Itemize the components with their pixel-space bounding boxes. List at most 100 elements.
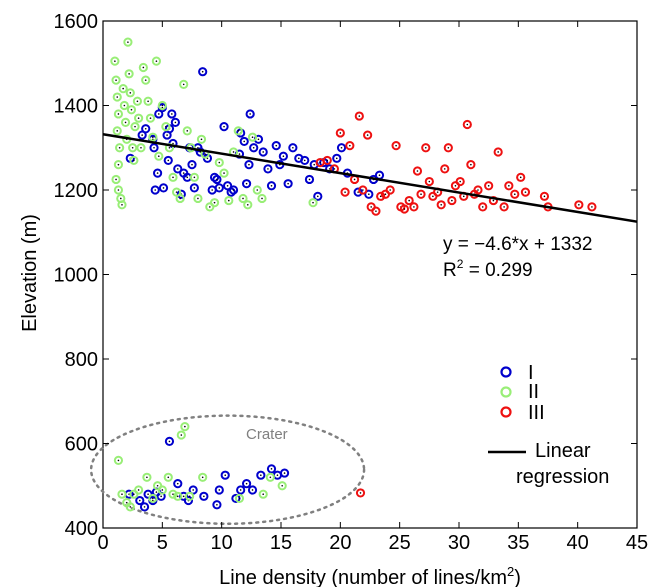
- data-point-iii: [574, 200, 584, 210]
- data-point-iii: [385, 185, 395, 195]
- data-point-center: [353, 178, 356, 181]
- data-point-center: [275, 144, 278, 147]
- data-point-center: [138, 499, 141, 502]
- data-point-center: [156, 484, 159, 487]
- data-point-i: [364, 189, 374, 199]
- data-point-ii: [126, 105, 137, 115]
- data-point-center: [340, 146, 343, 149]
- data-point-center: [497, 151, 499, 153]
- data-point-ii: [141, 75, 151, 85]
- data-point-ii: [113, 160, 124, 170]
- data-point-center: [200, 138, 203, 141]
- data-point-center: [519, 176, 522, 179]
- data-point-center: [481, 206, 484, 208]
- data-point-iii: [466, 160, 476, 170]
- data-point-ii: [123, 37, 133, 47]
- data-point-center: [133, 159, 135, 162]
- data-point-i: [239, 136, 249, 147]
- data-point-center: [578, 203, 580, 206]
- data-point-ii: [176, 430, 186, 440]
- data-point-center: [251, 489, 254, 491]
- data-point-iii: [587, 202, 597, 212]
- data-point-center: [524, 191, 527, 193]
- data-point-ii: [154, 151, 164, 161]
- data-point-ii: [134, 113, 144, 123]
- data-point-ii: [189, 172, 199, 182]
- data-point-center: [335, 157, 338, 160]
- data-point-iii: [462, 119, 472, 130]
- data-point-iii: [409, 202, 419, 212]
- data-point-iii: [421, 143, 431, 153]
- data-point-iii: [436, 200, 446, 210]
- data-point-center: [308, 178, 311, 181]
- data-point-i: [271, 141, 281, 151]
- data-point-iii: [354, 111, 364, 121]
- data-point-ii: [111, 75, 121, 85]
- data-point-center: [379, 195, 382, 198]
- data-point-center: [543, 195, 546, 198]
- data-point-i: [167, 109, 177, 119]
- data-point-i: [189, 183, 199, 193]
- data-point-center: [117, 163, 120, 166]
- data-point-center: [292, 146, 294, 149]
- x-axis-title: Line density (number of lines/km2): [219, 564, 521, 587]
- data-point-i: [332, 153, 342, 163]
- data-point-i: [139, 502, 150, 512]
- data-point-center: [123, 104, 126, 107]
- data-point-i: [353, 187, 363, 197]
- data-point-ii: [113, 185, 124, 195]
- y-tick-label: 800: [65, 349, 98, 371]
- data-point-iii: [440, 164, 450, 174]
- data-point-center: [162, 187, 165, 189]
- data-point-center: [349, 144, 351, 147]
- x-tick-label: 40: [567, 532, 589, 554]
- data-point-center: [420, 193, 422, 196]
- data-point-center: [136, 100, 139, 103]
- data-point-center: [282, 155, 285, 157]
- data-point-center: [121, 493, 123, 496]
- data-point-center: [172, 176, 174, 179]
- data-point-center: [226, 184, 229, 187]
- y-tick-label: 600: [65, 434, 98, 456]
- crater-ellipse: [89, 414, 366, 526]
- data-point-center: [176, 168, 179, 170]
- data-point-center: [201, 476, 204, 479]
- data-point-center: [223, 172, 225, 174]
- data-point-i: [241, 479, 252, 489]
- data-point-center: [174, 121, 177, 124]
- data-point-center: [303, 159, 306, 162]
- data-point-ii: [117, 489, 127, 499]
- data-point-center: [197, 197, 199, 200]
- data-point-center: [216, 178, 218, 181]
- data-point-ii: [129, 155, 139, 166]
- legend-markers: [500, 366, 512, 418]
- data-point-i: [245, 109, 255, 119]
- data-point-center: [508, 184, 510, 187]
- data-point-i: [149, 143, 159, 153]
- crater-label: Crater: [246, 426, 288, 443]
- data-point-center: [168, 146, 171, 149]
- data-point-i: [170, 117, 180, 128]
- y-tick-label: 1000: [54, 265, 99, 287]
- data-point-i: [288, 143, 298, 153]
- data-point-center: [213, 201, 216, 204]
- data-point-i: [220, 470, 230, 480]
- x-tick-label: 5: [157, 532, 168, 554]
- data-point-i: [266, 464, 277, 474]
- data-point-i: [164, 436, 175, 446]
- y-tick-label: 1400: [54, 96, 99, 118]
- data-point-center: [362, 189, 364, 191]
- data-point-center: [408, 199, 410, 202]
- data-point-center: [152, 136, 154, 138]
- data-point-center: [344, 191, 346, 193]
- data-point-iii: [539, 191, 550, 201]
- data-point-ii: [233, 126, 243, 136]
- data-point-ii: [209, 198, 220, 208]
- data-point-center: [389, 189, 391, 191]
- data-point-ii: [151, 56, 161, 66]
- data-point-center: [503, 206, 505, 208]
- data-point-center: [447, 146, 450, 149]
- data-point-center: [114, 60, 116, 62]
- data-point-center: [262, 493, 265, 496]
